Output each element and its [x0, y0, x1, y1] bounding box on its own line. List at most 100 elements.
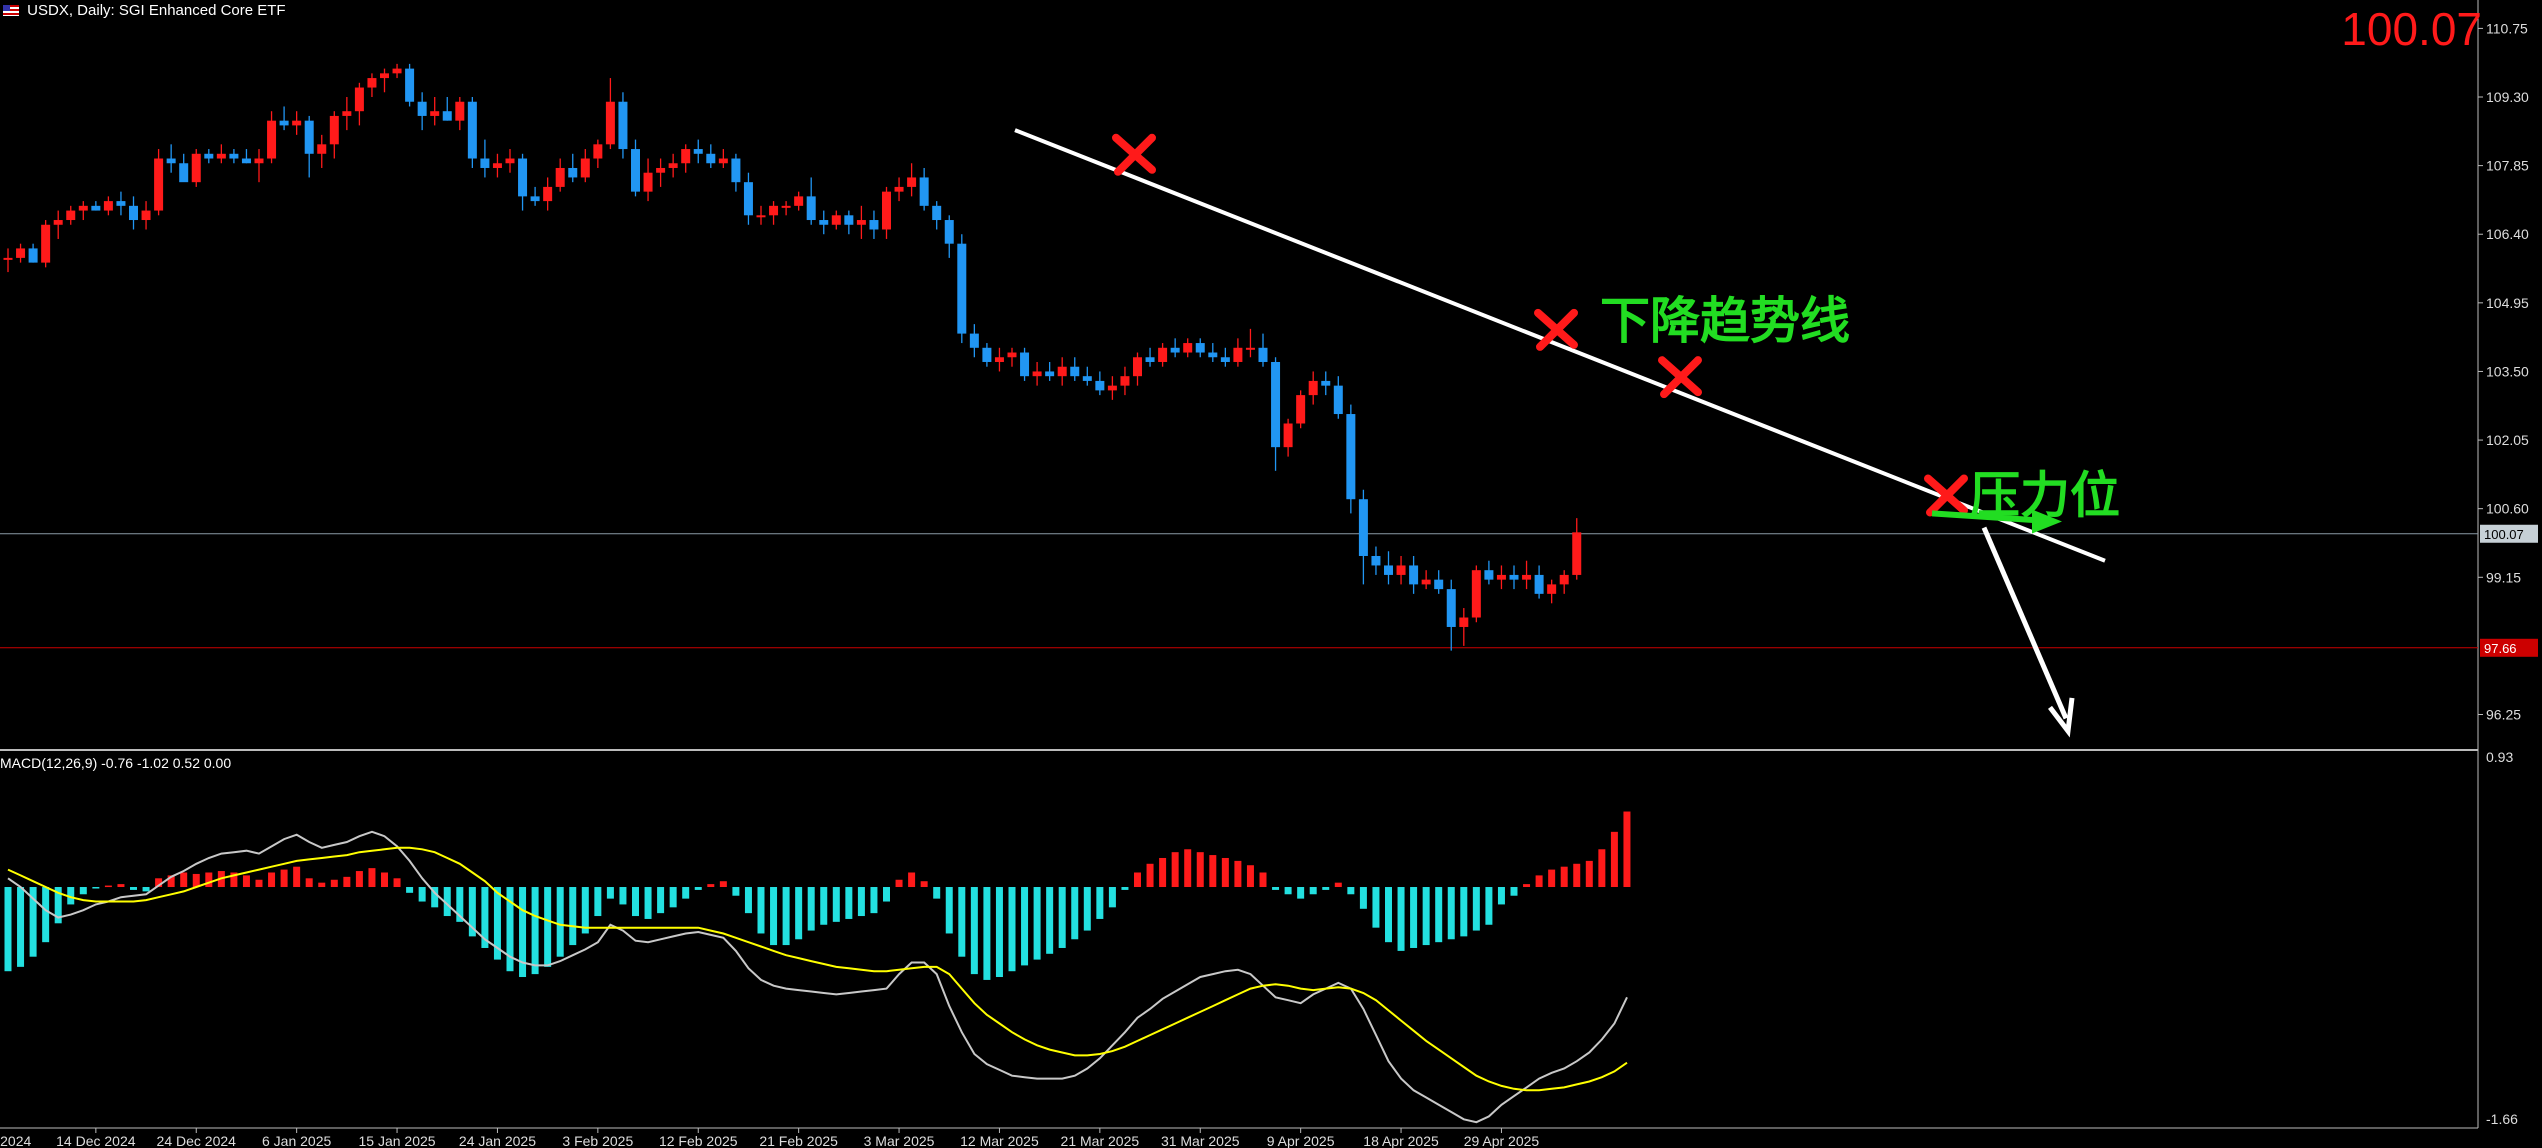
projection-arrow-icon — [1981, 526, 2075, 738]
histogram-bar — [54, 887, 62, 924]
candle-body — [1057, 366, 1067, 377]
candle-body — [1045, 371, 1055, 377]
candle — [1471, 565, 1481, 623]
candle — [1020, 347, 1030, 381]
histogram-bar — [945, 887, 953, 934]
histogram-bar — [1472, 887, 1480, 931]
candle — [1283, 418, 1293, 457]
candle-body — [1333, 385, 1343, 415]
candle — [329, 111, 339, 159]
histogram-bar — [1510, 887, 1518, 896]
candle-body — [693, 149, 703, 154]
histogram-bar — [1008, 887, 1016, 972]
candle — [1333, 376, 1343, 419]
candle — [1107, 376, 1117, 400]
candle — [543, 177, 553, 211]
histogram-bar — [1234, 860, 1242, 888]
histogram-bar — [1108, 887, 1116, 908]
histogram-bar — [456, 887, 464, 922]
candle-body — [154, 158, 164, 211]
candle — [593, 139, 603, 168]
candle-body — [1271, 361, 1281, 448]
histogram-bar — [1497, 887, 1505, 905]
candle — [844, 210, 854, 235]
candle — [944, 215, 954, 258]
candle — [1095, 371, 1105, 396]
candle-body — [53, 220, 63, 225]
candle — [1409, 555, 1419, 594]
histogram-bar — [1410, 887, 1418, 948]
histogram-bar — [795, 887, 803, 940]
candle-body — [16, 248, 26, 258]
price-tick-label: 103.50 — [2486, 363, 2529, 379]
candle-body — [179, 163, 189, 183]
candle-body — [969, 333, 979, 348]
candle — [957, 234, 967, 344]
candle — [405, 63, 415, 107]
price-tick-label: 96.25 — [2486, 707, 2521, 723]
candle-body — [1145, 357, 1155, 362]
histogram-bar — [1297, 887, 1305, 899]
price-tick-label: 99.15 — [2486, 569, 2521, 585]
candle — [304, 115, 314, 178]
candle — [1559, 570, 1569, 594]
histogram-bar — [117, 884, 125, 888]
candle — [380, 68, 389, 93]
candle — [1509, 565, 1519, 590]
histogram-bar — [594, 887, 602, 917]
date-label: 14 Dec 2024 — [56, 1133, 136, 1148]
candle — [1446, 579, 1456, 651]
candle-body — [267, 120, 277, 159]
price-tick-label: 102.05 — [2486, 432, 2529, 448]
histogram-bar — [970, 887, 978, 975]
candle — [982, 343, 992, 367]
candle-body — [631, 149, 640, 192]
candle-body — [618, 101, 628, 150]
candle — [279, 106, 289, 131]
histogram-bar — [17, 887, 25, 967]
candle-body — [505, 158, 515, 164]
candle — [367, 73, 377, 98]
candle — [1082, 366, 1092, 386]
histogram-bar — [1284, 887, 1292, 895]
histogram-bar — [1359, 887, 1367, 909]
histogram-bar — [933, 887, 941, 899]
candle-body — [191, 153, 201, 183]
price-tick-label: 107.85 — [2486, 158, 2529, 174]
candle-body — [204, 153, 214, 159]
histogram-bar — [1083, 887, 1091, 931]
candle — [1371, 546, 1381, 575]
macd-axis: 0.93 -1.66 MACD(12,26,9) -0.76 -1.02 0.52 … — [0, 749, 2518, 1127]
histogram-bar — [581, 887, 589, 934]
candle-body — [1170, 347, 1180, 353]
candle — [204, 149, 214, 164]
histogram-bar — [1385, 887, 1392, 943]
histogram-bar — [1485, 887, 1493, 925]
histogram-bar — [895, 879, 903, 888]
candle — [166, 144, 176, 173]
candle-body — [518, 158, 528, 197]
candle-body — [1082, 376, 1092, 381]
us-flag-icon — [3, 5, 19, 16]
candle — [1245, 328, 1255, 358]
candle-body — [743, 182, 753, 216]
price-tick-label: 109.30 — [2486, 89, 2529, 105]
candle-body — [706, 153, 716, 164]
candle — [1195, 338, 1205, 358]
candle-body — [1434, 579, 1444, 590]
candle-body — [605, 101, 615, 145]
candle-body — [794, 196, 804, 206]
candle — [1547, 579, 1557, 604]
histogram-bar — [1058, 887, 1066, 948]
histogram-bar — [280, 869, 288, 888]
histogram-bar — [920, 881, 928, 888]
candle-body — [894, 186, 904, 192]
candle-body — [78, 205, 88, 211]
candle — [1120, 366, 1130, 396]
candle-body — [806, 196, 816, 221]
x-mark-stroke — [1658, 356, 1702, 399]
candle-body — [1559, 574, 1569, 585]
candlestick-series — [3, 63, 1582, 651]
